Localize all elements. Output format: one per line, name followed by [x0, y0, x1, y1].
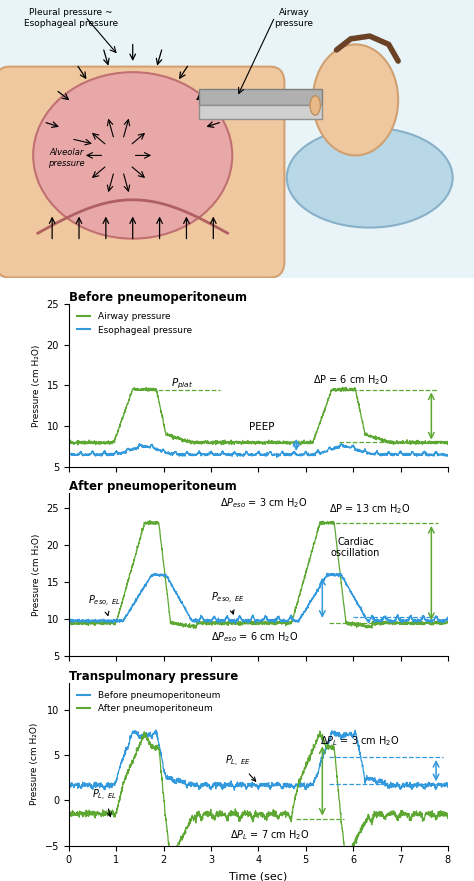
Text: $\Delta$P = 6 cm H$_2$O: $\Delta$P = 6 cm H$_2$O: [313, 373, 388, 387]
Airway pressure: [435, 438, 440, 448]
Esophageal pressure: [274, 452, 280, 463]
FancyBboxPatch shape: [0, 67, 284, 278]
Before pneumoperitoneum: [66, 782, 72, 793]
Esophageal pressure: [85, 449, 91, 460]
Line: Airway pressure: Airway pressure: [69, 388, 448, 445]
Before pneumoperitoneum: [445, 778, 451, 788]
Text: Cardiac
oscillation: Cardiac oscillation: [331, 537, 380, 559]
Before pneumoperitoneum: [365, 773, 371, 783]
Airway pressure: [240, 437, 246, 448]
After pneumoperitoneum: [168, 856, 173, 867]
After pneumoperitoneum: [317, 726, 322, 737]
Text: $\Delta P_{eso}$ = 6 cm H$_2$O: $\Delta P_{eso}$ = 6 cm H$_2$O: [211, 630, 299, 644]
Airway pressure: [343, 382, 349, 393]
Esophageal pressure: [66, 447, 72, 457]
Text: $P_{eso,\ EL}$: $P_{eso,\ EL}$: [88, 594, 121, 616]
After pneumoperitoneum: [434, 813, 440, 824]
Before pneumoperitoneum: [231, 785, 237, 796]
Ellipse shape: [313, 44, 398, 155]
Legend: Airway pressure, Esophageal pressure: Airway pressure, Esophageal pressure: [73, 308, 195, 338]
Esophageal pressure: [240, 449, 246, 460]
Airway pressure: [445, 438, 451, 448]
Airway pressure: [75, 440, 81, 450]
After pneumoperitoneum: [435, 810, 440, 820]
Text: Transpulmonary pressure: Transpulmonary pressure: [69, 670, 238, 683]
Ellipse shape: [310, 96, 320, 115]
Airway pressure: [250, 438, 256, 448]
Esophageal pressure: [338, 438, 344, 448]
X-axis label: Time (sec): Time (sec): [229, 871, 287, 881]
Y-axis label: Pressure (cm H₂O): Pressure (cm H₂O): [30, 723, 39, 805]
Text: $\Delta$P = 13 cm H$_2$O: $\Delta$P = 13 cm H$_2$O: [329, 502, 411, 515]
Before pneumoperitoneum: [251, 780, 256, 790]
Text: PEEP: PEEP: [249, 422, 274, 433]
Airway pressure: [365, 430, 371, 440]
Text: $P_{L,\ EL}$: $P_{L,\ EL}$: [92, 788, 118, 817]
Before pneumoperitoneum: [434, 781, 440, 791]
Y-axis label: Pressure (cm H₂O): Pressure (cm H₂O): [32, 534, 41, 616]
Esophageal pressure: [250, 450, 256, 461]
Y-axis label: Pressure (cm H₂O): Pressure (cm H₂O): [32, 344, 41, 426]
Text: Pleural pressure ~
Esophageal pressure: Pleural pressure ~ Esophageal pressure: [24, 8, 118, 27]
Legend: Before pneumoperitoneum, After pneumoperitoneum: Before pneumoperitoneum, After pneumoper…: [73, 687, 224, 717]
Before pneumoperitoneum: [153, 725, 159, 736]
Airway pressure: [66, 437, 72, 448]
Text: After pneumoperitoneum: After pneumoperitoneum: [69, 480, 237, 493]
Before pneumoperitoneum: [85, 780, 91, 790]
Text: $\Delta P_{eso}$ = 3 cm H$_2$O: $\Delta P_{eso}$ = 3 cm H$_2$O: [220, 497, 308, 510]
After pneumoperitoneum: [240, 811, 246, 821]
Text: $P_{eso,\ EE}$: $P_{eso,\ EE}$: [211, 590, 245, 614]
Before pneumoperitoneum: [435, 781, 440, 791]
Text: $\Delta P_L$ = 3 cm H$_2$O: $\Delta P_L$ = 3 cm H$_2$O: [320, 735, 400, 748]
Text: Before pneumoperitoneum: Before pneumoperitoneum: [69, 291, 247, 304]
After pneumoperitoneum: [85, 811, 91, 821]
Airway pressure: [434, 438, 440, 448]
Line: Before pneumoperitoneum: Before pneumoperitoneum: [69, 730, 448, 790]
Ellipse shape: [33, 72, 232, 239]
Text: Airway
pressure: Airway pressure: [274, 8, 313, 27]
Text: Alveolar
pressure: Alveolar pressure: [48, 149, 85, 168]
After pneumoperitoneum: [250, 815, 256, 825]
FancyBboxPatch shape: [0, 0, 474, 278]
Text: $\Delta P_L$ = 7 cm H$_2$O: $\Delta P_L$ = 7 cm H$_2$O: [230, 828, 310, 842]
Line: After pneumoperitoneum: After pneumoperitoneum: [69, 731, 448, 862]
Esophageal pressure: [445, 451, 451, 462]
Airway pressure: [85, 437, 91, 448]
After pneumoperitoneum: [445, 811, 451, 821]
Before pneumoperitoneum: [241, 779, 246, 789]
Text: $P_{plat}$: $P_{plat}$: [171, 377, 193, 391]
Line: Esophageal pressure: Esophageal pressure: [69, 443, 448, 457]
Text: $P_{L,\ EE}$: $P_{L,\ EE}$: [225, 754, 255, 781]
Esophageal pressure: [365, 448, 371, 459]
Esophageal pressure: [434, 448, 440, 459]
Ellipse shape: [287, 128, 453, 227]
Esophageal pressure: [435, 449, 440, 460]
After pneumoperitoneum: [66, 808, 72, 818]
After pneumoperitoneum: [365, 814, 371, 825]
